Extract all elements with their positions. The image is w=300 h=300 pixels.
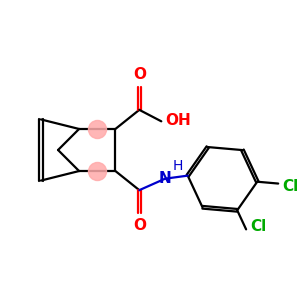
Text: N: N <box>159 171 172 186</box>
Text: O: O <box>133 67 146 82</box>
Text: O: O <box>133 218 146 233</box>
Text: OH: OH <box>165 113 191 128</box>
Text: H: H <box>172 159 183 173</box>
Text: Cl: Cl <box>282 179 298 194</box>
Text: Cl: Cl <box>250 219 266 234</box>
